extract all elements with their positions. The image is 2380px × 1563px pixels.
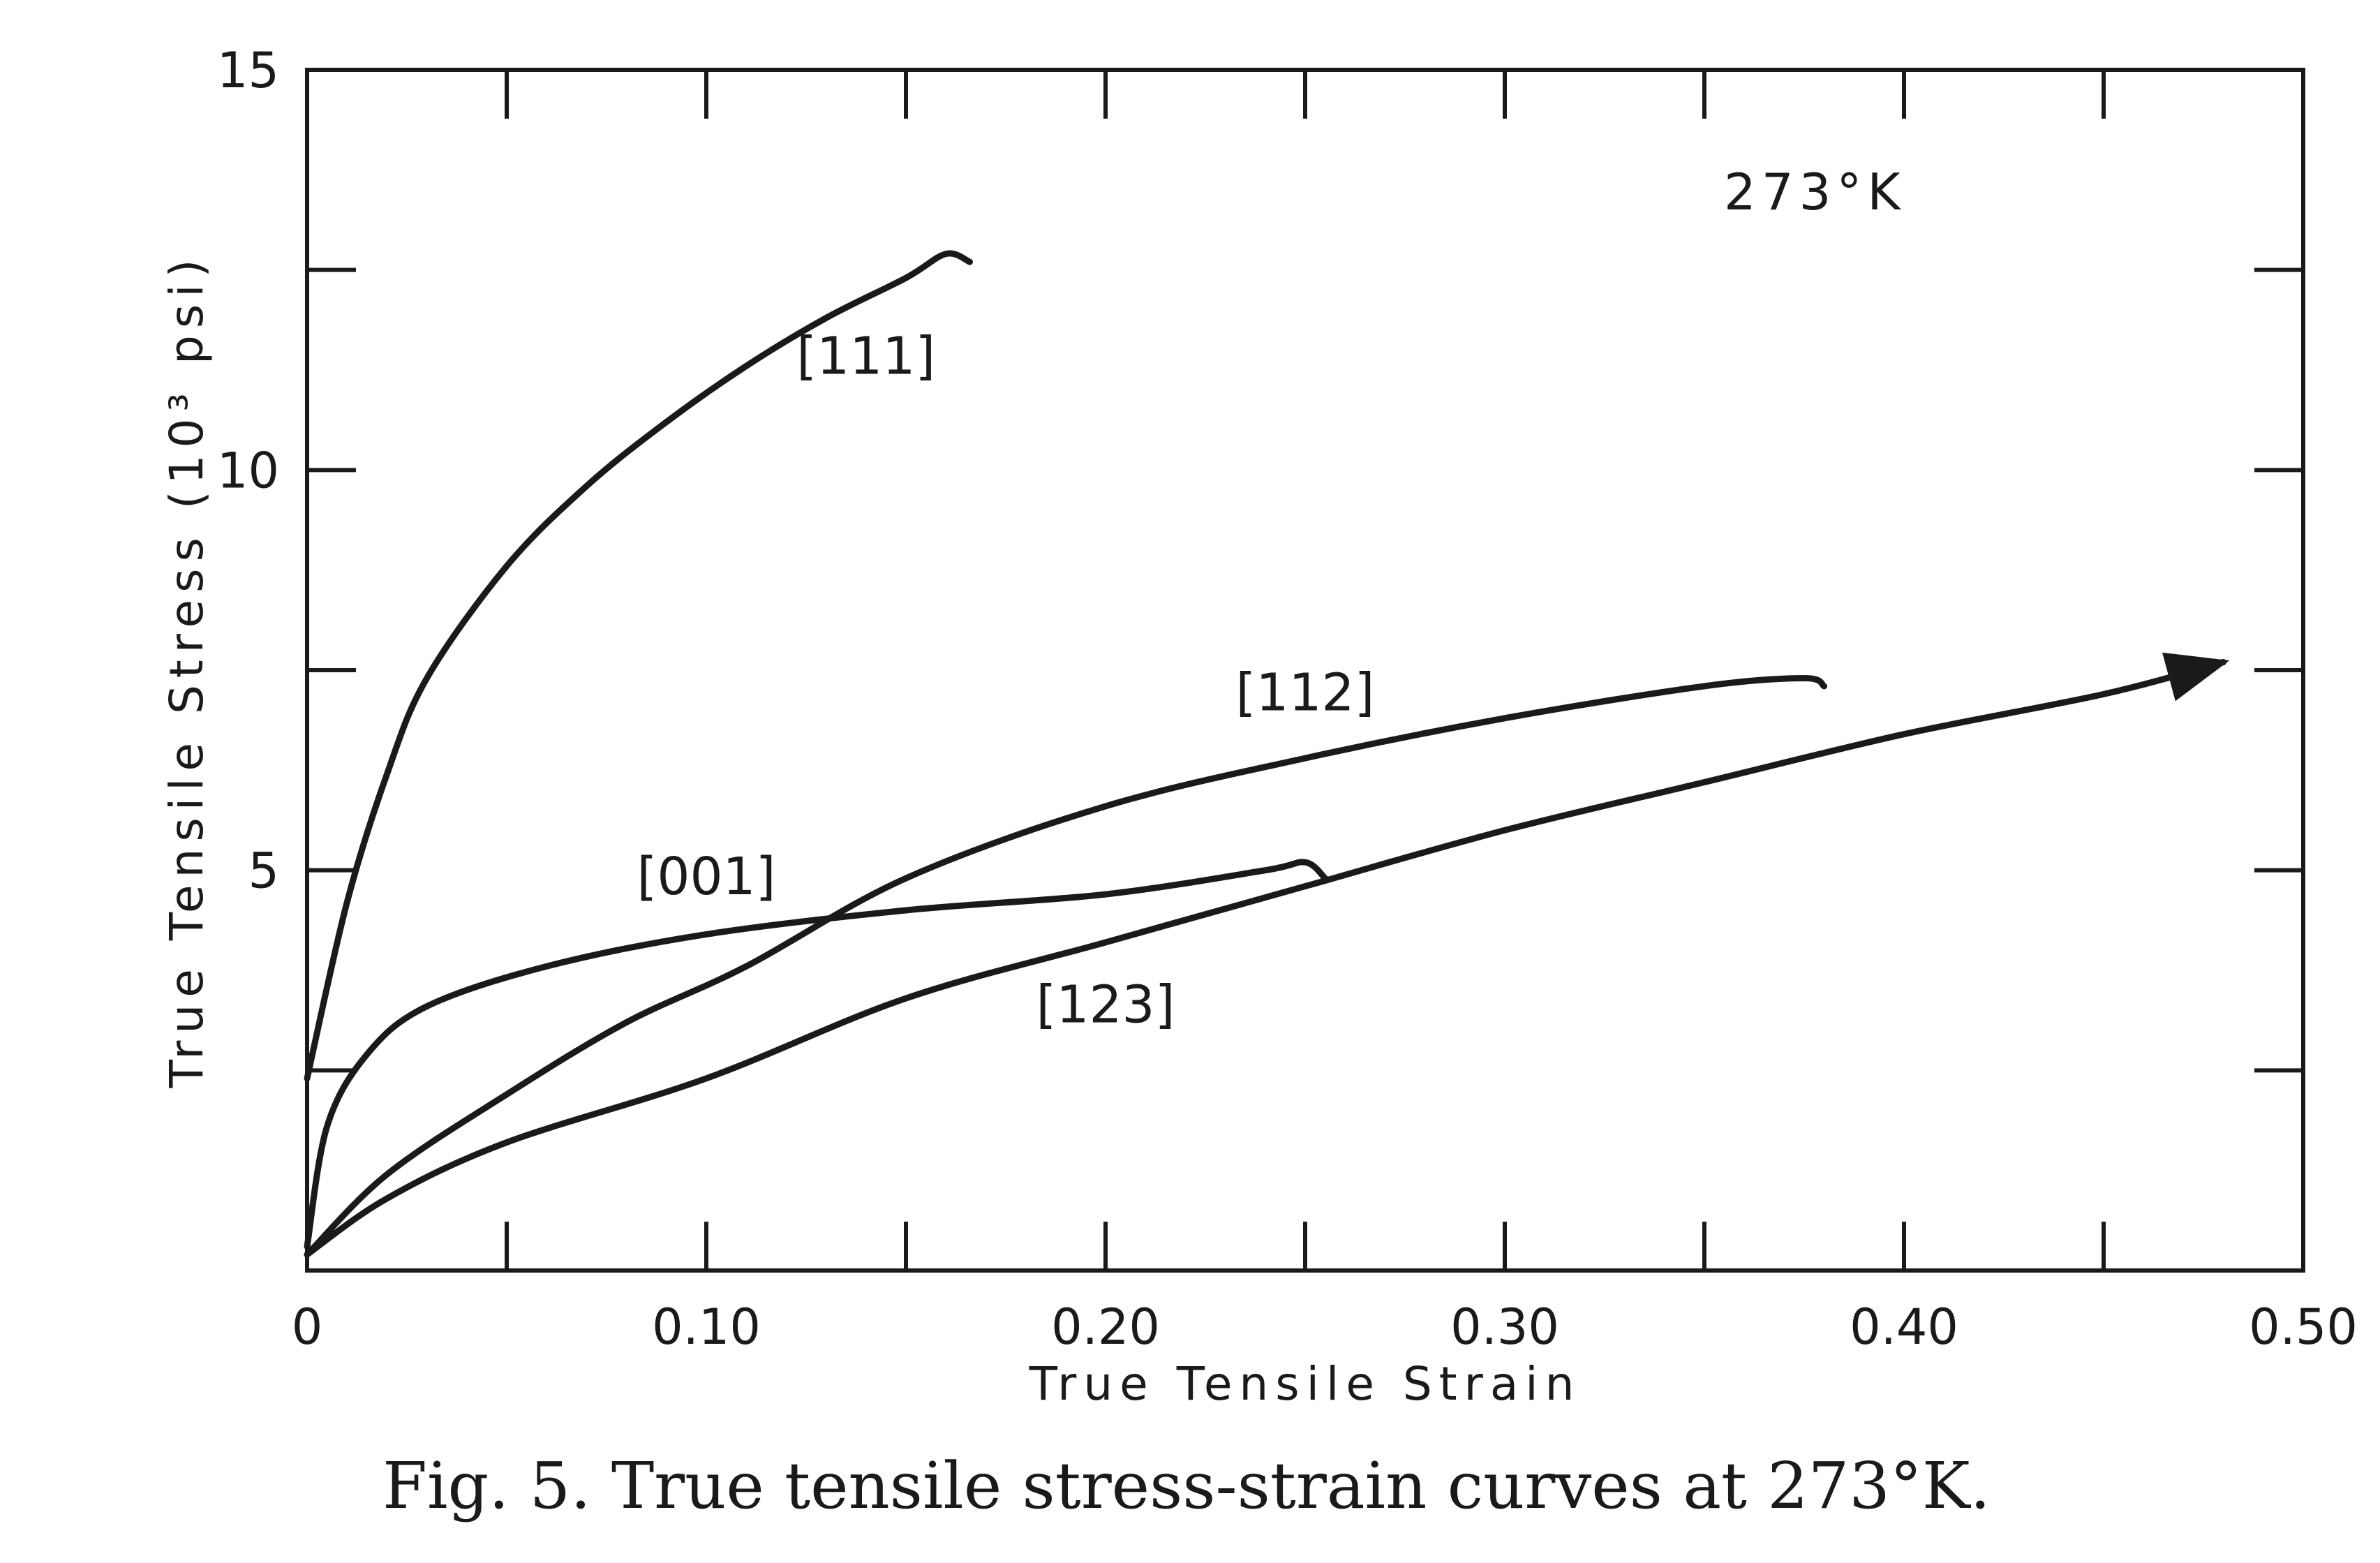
series-curve-1 [304,675,1828,1258]
y-tick-label-2: 15 [217,42,279,99]
x-tick-label-2: 0.20 [1051,1298,1160,1356]
series-label-1: [112] [1236,662,1375,723]
x-tick-label-3: 0.30 [1450,1298,1559,1356]
y-tick-label-0: 5 [248,843,279,900]
axis-tick-labels: 0 0.10 0.20 0.30 0.40 0.50 5 10 15 [217,42,2358,1356]
y-axis-label: True Tensile Stress (10³ psi) [160,253,214,1089]
series-label-2: [001] [637,847,776,907]
x-tick-label-1: 0.10 [652,1298,761,1356]
series-label-3: [123] [1036,975,1175,1035]
y-tick-label-1: 10 [217,442,279,499]
series-curves [304,250,2230,1258]
x-tick-label-0: 0 [292,1298,323,1356]
axis-ticks [307,70,2303,1271]
series-label-0: [111] [796,327,935,387]
temperature-annotation: 273°K [1724,163,1906,221]
series-curve-0 [304,250,973,1082]
x-tick-label-5: 0.50 [2249,1298,2358,1356]
figure-caption: Fig. 5. True tensile stress-strain curve… [382,1449,1991,1523]
x-tick-label-4: 0.40 [1850,1298,1958,1356]
series-labels: [111] [112] [001] [123] [637,327,1375,1035]
series-curve-2 [304,859,1329,1250]
x-axis-label: True Tensile Strain [1029,1357,1582,1411]
series-curve-3 [304,652,2230,1258]
